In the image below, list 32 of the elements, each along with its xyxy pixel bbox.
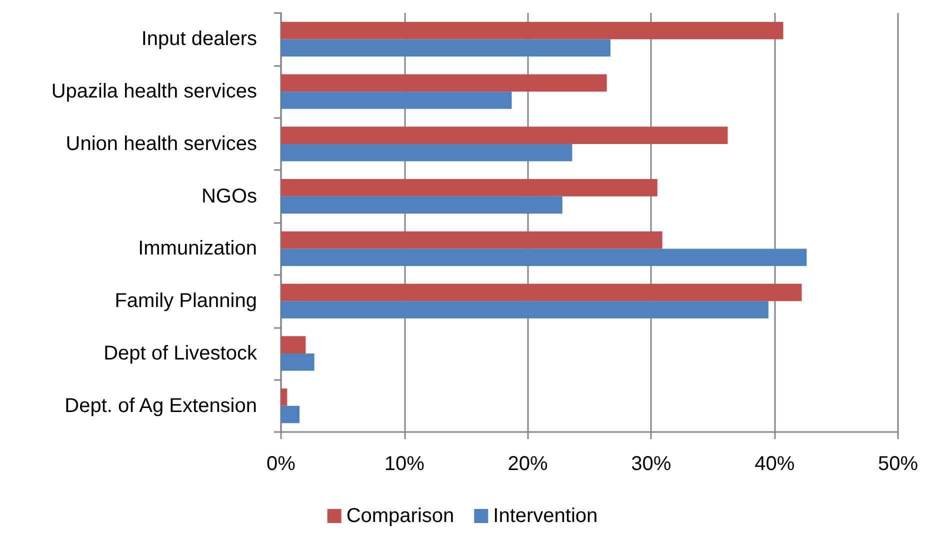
bar bbox=[281, 196, 562, 214]
y-tick-label: Input dealers bbox=[141, 28, 257, 50]
bar bbox=[281, 22, 784, 40]
bar bbox=[281, 301, 768, 318]
y-tick-label: Upazila health services bbox=[51, 80, 257, 103]
bar bbox=[281, 179, 658, 196]
bar bbox=[281, 126, 728, 144]
bar bbox=[281, 92, 512, 109]
x-tick-label: 10% bbox=[384, 453, 425, 475]
bar bbox=[281, 336, 306, 354]
y-tick-label: Dept of Livestock bbox=[104, 342, 258, 364]
legend-label: Intervention bbox=[493, 505, 598, 527]
x-tick-label: 20% bbox=[508, 453, 548, 475]
y-tick-label: Immunization bbox=[138, 238, 257, 260]
bar bbox=[281, 284, 802, 302]
bar bbox=[281, 406, 300, 424]
y-tick-label: NGOs bbox=[201, 185, 257, 208]
bar bbox=[281, 231, 662, 249]
bar bbox=[281, 388, 288, 406]
bar bbox=[281, 353, 314, 371]
y-tick-label: Union health services bbox=[66, 132, 257, 155]
legend-label: Comparison bbox=[346, 505, 454, 527]
x-tick-label: 40% bbox=[754, 453, 795, 475]
x-tick-label: 30% bbox=[631, 453, 672, 475]
bar bbox=[281, 248, 807, 266]
y-tick-label: Family Planning bbox=[114, 290, 257, 312]
y-tick-label: Dept. of Ag Extension bbox=[64, 394, 257, 417]
bar bbox=[281, 144, 572, 162]
x-tick-label: 0% bbox=[266, 453, 296, 475]
bar bbox=[281, 39, 610, 56]
x-tick-label: 50% bbox=[878, 453, 918, 475]
bar bbox=[281, 74, 607, 92]
